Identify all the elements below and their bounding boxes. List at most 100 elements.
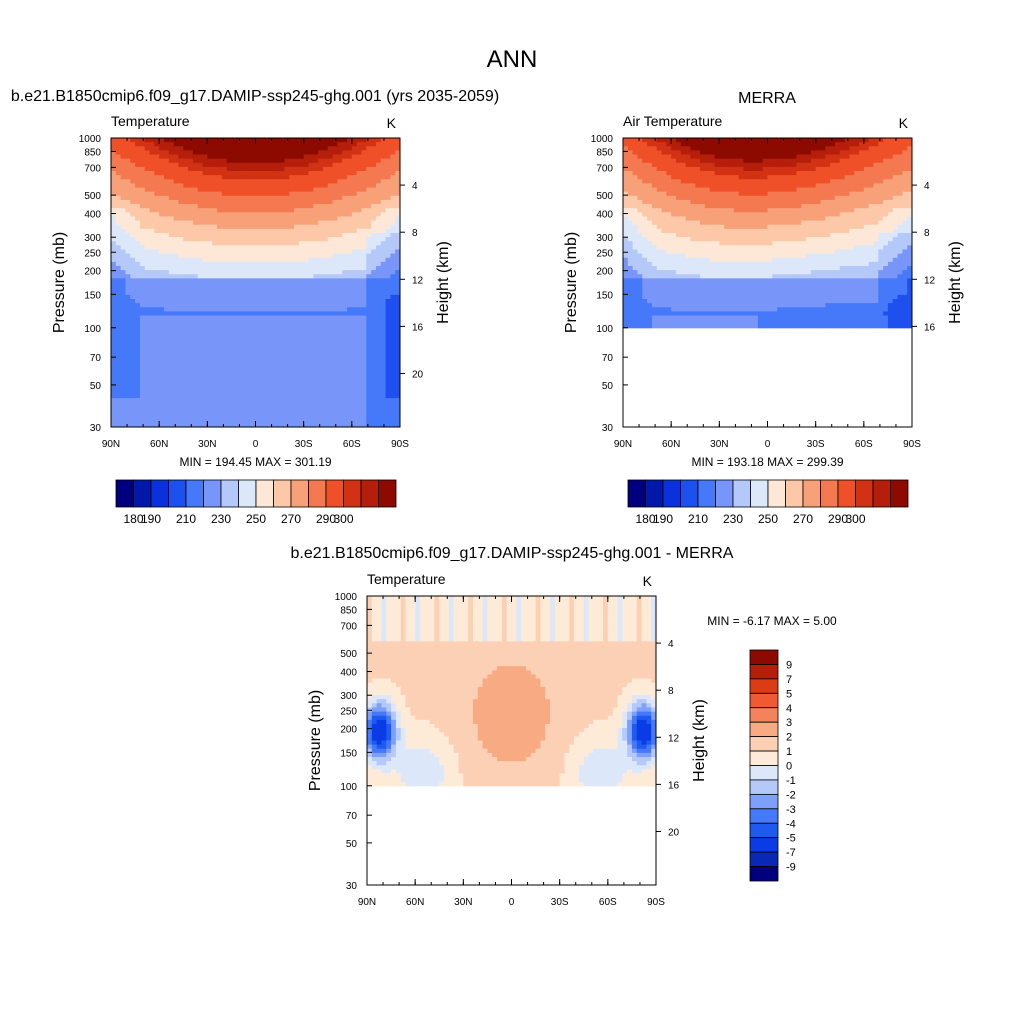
contour-cell (188, 365, 194, 370)
contour-cell (627, 171, 634, 176)
contour-cell (395, 348, 401, 354)
contour-cell (207, 146, 213, 151)
contour-cell (883, 142, 889, 147)
contour-cell (332, 150, 338, 155)
contour-cell (231, 356, 237, 362)
contour-cell (351, 307, 358, 312)
contour-cell (395, 319, 401, 325)
contour-cell (748, 158, 754, 164)
contour-cell (111, 204, 117, 209)
contour-cell (762, 150, 768, 155)
contour-cell (255, 311, 261, 316)
contour-cell (704, 162, 711, 168)
contour-cell (120, 199, 126, 205)
contour-cell (269, 224, 276, 230)
contour-cell (212, 257, 218, 263)
contour-cell (241, 245, 247, 250)
contour-cell (139, 228, 146, 234)
contour-cell (130, 418, 136, 424)
contour-cell (332, 191, 338, 197)
contour-cell (371, 418, 377, 424)
contour-cell (163, 208, 170, 213)
contour-cell (135, 332, 141, 337)
contour-cell (313, 319, 319, 325)
contour-cell (385, 303, 391, 308)
contour-cell (786, 142, 792, 147)
contour-cell (356, 398, 362, 403)
contour-cell (337, 278, 343, 283)
contour-cell (149, 410, 155, 416)
contour-cell (303, 253, 309, 259)
contour-cell (269, 398, 276, 403)
contour-cell (216, 398, 223, 403)
contour-cell (279, 410, 285, 416)
contour-cell (332, 352, 338, 358)
contour-cell (144, 179, 150, 184)
contour-cell (385, 220, 391, 226)
contour-cell (183, 418, 189, 424)
contour-cell (863, 154, 870, 160)
contour-cell (854, 150, 860, 155)
contour-cell (212, 158, 218, 164)
contour-cell (332, 381, 338, 387)
contour-cell (163, 385, 170, 391)
contour-cell (810, 154, 817, 160)
contour-cell (265, 290, 271, 296)
contour-cell (221, 195, 227, 201)
contour-cell (342, 307, 348, 312)
contour-cell (149, 385, 155, 391)
contour-cell (202, 179, 208, 184)
contour-cell (380, 183, 386, 188)
contour-cell (347, 377, 353, 382)
contour-cell (844, 166, 850, 172)
contour-cell (260, 344, 266, 349)
contour-cell (322, 352, 329, 358)
contour-cell (332, 311, 338, 316)
contour-cell (294, 183, 300, 188)
contour-cell (115, 398, 122, 403)
contour-cell (245, 191, 252, 197)
contour-cell (806, 146, 812, 151)
contour-cell (351, 199, 358, 205)
contour-cell (183, 199, 189, 205)
contour-cell (390, 315, 396, 321)
contour-cell (159, 418, 165, 424)
contour-cell (265, 414, 271, 420)
contour-cell (279, 212, 285, 217)
contour-cell (135, 360, 141, 366)
contour-cell (887, 154, 894, 160)
contour-cell (159, 154, 165, 160)
contour-cell (380, 179, 386, 184)
contour-cell (111, 187, 117, 193)
contour-cell (806, 162, 812, 168)
contour-cell (337, 142, 343, 147)
contour-cell (284, 265, 290, 271)
contour-cell (375, 398, 382, 403)
contour-cell (322, 142, 329, 147)
contour-cell (226, 311, 232, 316)
contour-cell (202, 265, 208, 271)
contour-cell (236, 352, 242, 358)
contour-cell (269, 158, 276, 164)
contour-cell (144, 315, 150, 321)
contour-cell (168, 257, 175, 263)
contour-cell (144, 249, 150, 254)
contour-cell (385, 315, 391, 321)
contour-cell (255, 195, 261, 201)
contour-cell (366, 327, 372, 333)
contour-cell (130, 204, 136, 209)
contour-cell (279, 340, 285, 345)
contour-cell (810, 142, 817, 147)
contour-cell (125, 323, 131, 329)
contour-cell (250, 166, 256, 172)
contour-cell (385, 138, 391, 143)
contour-cell (313, 348, 319, 354)
contour-cell (207, 183, 213, 188)
contour-cell (361, 365, 367, 370)
contour-cell (351, 220, 358, 226)
contour-cell (351, 257, 358, 263)
contour-cell (347, 179, 353, 184)
contour-cell (168, 373, 175, 378)
contour-cell (260, 365, 266, 370)
contour-cell (661, 146, 667, 151)
